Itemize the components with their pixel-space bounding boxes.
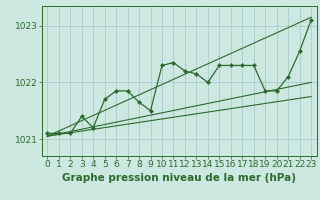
X-axis label: Graphe pression niveau de la mer (hPa): Graphe pression niveau de la mer (hPa) <box>62 173 296 183</box>
